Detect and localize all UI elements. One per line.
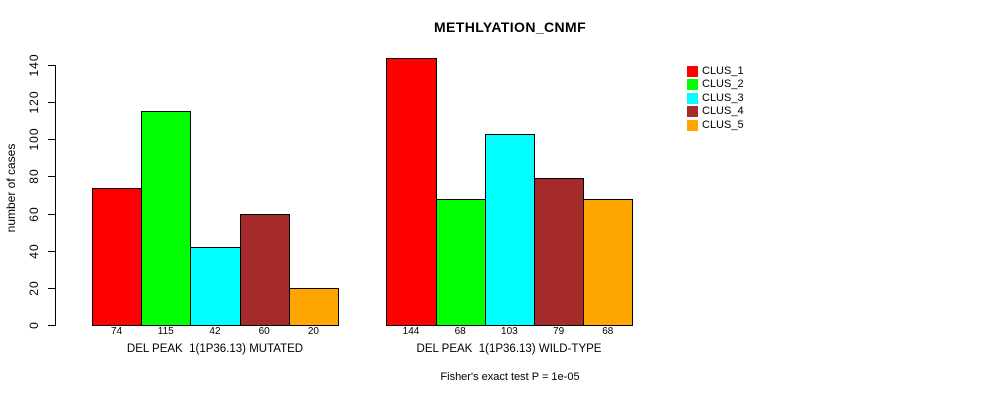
y-tick-mark-40 <box>48 250 55 252</box>
x-axis-label-wildtype: DEL PEAK 1(1P36.13) WILD-TYPE <box>416 343 602 355</box>
legend-item-clus_2: CLUS_2 <box>687 78 744 91</box>
y-tick-label-100: 100 <box>27 127 41 151</box>
bar-clus_2-group2 <box>435 198 486 326</box>
y-tick-label-40: 40 <box>27 243 41 259</box>
legend-item-clus_4: CLUS_4 <box>687 105 744 118</box>
legend-label-clus_5: CLUS_5 <box>702 118 744 131</box>
legend-swatch-clus_2 <box>687 79 698 91</box>
y-axis-line <box>55 65 56 326</box>
bar-clus_3-group1 <box>190 247 241 326</box>
legend-item-clus_3: CLUS_3 <box>687 91 744 104</box>
legend: CLUS_1 CLUS_2 CLUS_3 CLUS_4 CLUS_5 <box>687 66 744 133</box>
bar-value-label-clus_4-group2: 79 <box>553 326 565 337</box>
y-axis-title: number of cases <box>4 143 18 233</box>
bar-clus_5-group1 <box>288 287 339 326</box>
bar-value-label-clus_3-group1: 42 <box>209 326 221 337</box>
y-tick-label-20: 20 <box>27 280 41 296</box>
legend-swatch-clus_1 <box>687 66 698 77</box>
legend-item-clus_5: CLUS_5 <box>687 118 744 131</box>
bar-clus_4-group1 <box>239 213 290 326</box>
bar-clus_4-group2 <box>534 178 585 326</box>
fisher-test-caption: Fisher's exact test P = 1e-05 <box>440 371 580 383</box>
y-tick-mark-80 <box>48 176 55 178</box>
chart-title: METHLYATION_CNMF <box>433 19 587 35</box>
y-tick-label-60: 60 <box>27 205 41 222</box>
bar-clus_2-group1 <box>141 111 192 326</box>
y-tick-label-140: 140 <box>27 53 41 77</box>
y-tick-mark-140 <box>48 65 55 66</box>
bar-value-label-clus_1-group2: 144 <box>402 326 420 337</box>
bar-value-label-clus_5-group2: 68 <box>602 326 614 337</box>
y-tick-mark-100 <box>48 139 55 141</box>
bar-clus_1-group2 <box>386 57 437 326</box>
bar-clus_5-group2 <box>583 198 634 326</box>
y-tick-mark-120 <box>48 102 55 104</box>
legend-label-clus_1: CLUS_1 <box>702 65 744 77</box>
bar-clus_3-group2 <box>484 133 535 326</box>
x-axis-label-mutated: DEL PEAK 1(1P36.13) MUTATED <box>126 343 304 355</box>
bar-clus_1-group1 <box>92 187 143 326</box>
bar-value-label-clus_2-group2: 68 <box>454 326 466 337</box>
legend-swatch-clus_3 <box>687 92 698 104</box>
y-tick-label-80: 80 <box>27 168 41 185</box>
bar-value-label-clus_4-group1: 60 <box>258 326 270 337</box>
bar-value-label-clus_5-group1: 20 <box>307 326 319 337</box>
legend-swatch-clus_5 <box>687 119 698 131</box>
y-tick-mark-20 <box>48 287 55 289</box>
legend-label-clus_3: CLUS_3 <box>702 91 744 104</box>
legend-swatch-clus_4 <box>687 106 698 118</box>
legend-item-clus_1: CLUS_1 <box>687 66 744 77</box>
bar-value-label-clus_2-group1: 115 <box>157 326 174 337</box>
legend-label-clus_4: CLUS_4 <box>702 105 744 118</box>
legend-label-clus_2: CLUS_2 <box>702 78 744 91</box>
y-tick-label-0: 0 <box>27 321 41 329</box>
bar-value-label-clus_3-group2: 103 <box>501 326 518 337</box>
y-tick-mark-0 <box>48 325 55 326</box>
bar-value-label-clus_1-group1: 74 <box>111 326 123 337</box>
y-tick-label-120: 120 <box>27 90 41 114</box>
y-tick-mark-60 <box>48 213 55 215</box>
